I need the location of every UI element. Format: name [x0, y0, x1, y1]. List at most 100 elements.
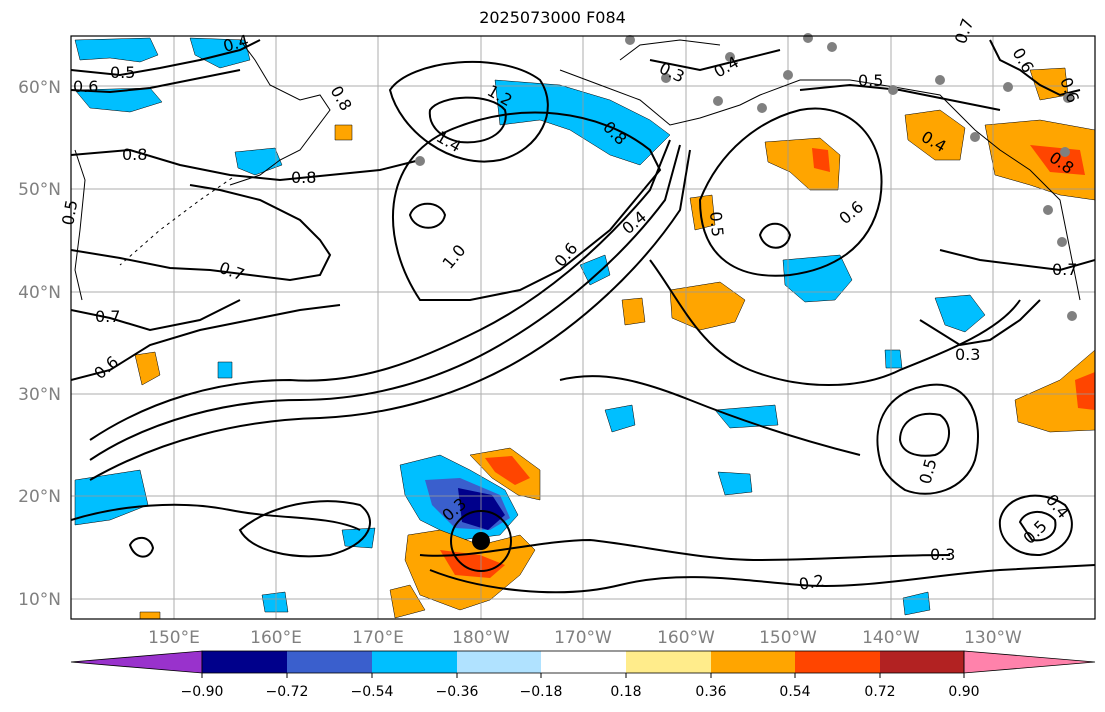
lon-label: 170°W [554, 628, 612, 648]
station-dot [713, 96, 723, 106]
station-dot [803, 33, 813, 43]
contour-label: 0.8 [327, 83, 356, 115]
contour-label: 0.7 [951, 16, 978, 46]
lon-label: 130°W [964, 628, 1022, 648]
contour-label: 0.6 [551, 239, 582, 271]
positive-anomaly-patch [389, 584, 426, 619]
station-dot [1057, 237, 1067, 247]
contour-label: 0.4 [711, 52, 743, 81]
contour-label: 0.8 [122, 145, 147, 164]
colorbar-tick-label: 0.90 [948, 684, 979, 700]
contour-label: 0.6 [835, 197, 867, 228]
contour-label: 0.5 [916, 457, 941, 487]
contour-label: 0.4 [1042, 490, 1073, 522]
lon-label: 150°W [759, 628, 817, 648]
negative-anomaly-patch [717, 471, 753, 496]
colorbar-segment [287, 651, 372, 673]
colorbar-tick-label: −0.72 [266, 684, 309, 700]
contour-label: 0.5 [58, 198, 81, 226]
station-dot [661, 73, 671, 83]
station-dot [1063, 93, 1073, 103]
colorbar-segment [372, 651, 457, 673]
negative-anomaly-patch [189, 37, 251, 69]
colorbar-segment [711, 651, 795, 673]
contour-label: 0.5 [110, 63, 135, 82]
negative-anomaly-patch [217, 361, 233, 379]
station-dot [1067, 311, 1077, 321]
lat-label: 60°N [18, 78, 61, 98]
contour-label: 0.3 [930, 545, 955, 564]
negative-anomaly-patch [234, 147, 283, 176]
lon-label: 160°E [250, 628, 302, 648]
negative-anomaly-patch [782, 254, 853, 303]
colorbar-under-triangle [70, 650, 203, 674]
map-frame [70, 35, 1096, 620]
contour-label: 1.0 [439, 241, 470, 273]
negative-anomaly-patch [902, 591, 931, 616]
station-markers [415, 33, 1077, 321]
contour-label: 0.5 [1019, 516, 1050, 547]
station-dot [935, 75, 945, 85]
contour-lines [71, 39, 1095, 594]
station-dot [827, 42, 837, 52]
lon-label: 150°E [148, 628, 200, 648]
station-dot [415, 156, 425, 166]
positive-anomaly-patch [904, 109, 966, 161]
longitude-labels: 150°E 160°E 170°E 180°W 170°W 160°W 150°… [148, 628, 1022, 648]
station-dot [1043, 205, 1053, 215]
latitude-labels: 60°N 50°N 40°N 30°N 20°N 10°N [18, 78, 61, 610]
negative-anomaly-patch [74, 37, 159, 63]
contour-label: 0.6 [73, 77, 98, 96]
lat-label: 20°N [18, 487, 61, 507]
station-dot [725, 52, 735, 62]
contour-label: 0.2 [797, 571, 825, 594]
station-dot [783, 70, 793, 80]
negative-anomaly-patch [884, 349, 903, 369]
positive-anomaly-patch [1014, 349, 1095, 433]
contour-label: 0.4 [618, 207, 650, 238]
contour-label: 0.7 [217, 258, 247, 285]
negative-anomaly-patch [74, 469, 149, 526]
graticule [71, 36, 1095, 619]
station-dot [1060, 147, 1070, 157]
negative-anomaly-patch [579, 254, 611, 286]
positive-anomaly-patch [334, 124, 353, 141]
contour-label: 0.6 [1056, 75, 1083, 105]
colorbar-over-triangle [963, 650, 1096, 674]
lat-label: 10°N [18, 590, 61, 610]
colorbar-segment [880, 651, 964, 673]
positive-anomaly-patch [1030, 145, 1085, 175]
negative-anomaly-patch [934, 294, 986, 333]
colorbar-segment [626, 651, 711, 673]
positive-anomaly-patch [689, 194, 716, 231]
positive-anomaly-patch [621, 297, 646, 326]
storm-center-marker [472, 532, 490, 550]
negative-anomaly-patch [261, 591, 289, 613]
colorbar-tick-label: 0.18 [610, 684, 641, 700]
negative-anomaly-patch [714, 404, 779, 429]
positive-anomaly-patch [1075, 372, 1095, 410]
colorbar-segment [541, 651, 626, 673]
positive-anomaly-patch [485, 456, 530, 485]
lon-label: 140°W [862, 628, 920, 648]
contour-label: 0.7 [1052, 260, 1077, 279]
colorbar-tick-label: 0.36 [695, 684, 726, 700]
contour-label: 0.5 [706, 211, 727, 238]
station-dot [625, 35, 635, 45]
colorbar-tick-label: 0.54 [779, 684, 810, 700]
colorbar-tick-label: −0.36 [436, 684, 479, 700]
negative-anomaly-patch [341, 527, 376, 549]
colorbar-tick-label: −0.18 [520, 684, 563, 700]
colorbar-tick-label: −0.54 [351, 684, 394, 700]
contour-label: 0.7 [95, 307, 120, 326]
negative-anomaly-patch [604, 404, 636, 433]
positive-anomaly-patch [812, 148, 830, 172]
colorbar-segment [795, 651, 880, 673]
colorbar-tick-label: −0.90 [181, 684, 224, 700]
colorbar-tick-label: 0.72 [864, 684, 895, 700]
anomaly-shading [74, 37, 1095, 619]
colorbar: −0.90 −0.72 −0.54 −0.36 −0.18 0.18 0.36 … [70, 650, 1096, 700]
contour-label: 0.3 [955, 345, 980, 364]
lon-label: 160°W [657, 628, 715, 648]
